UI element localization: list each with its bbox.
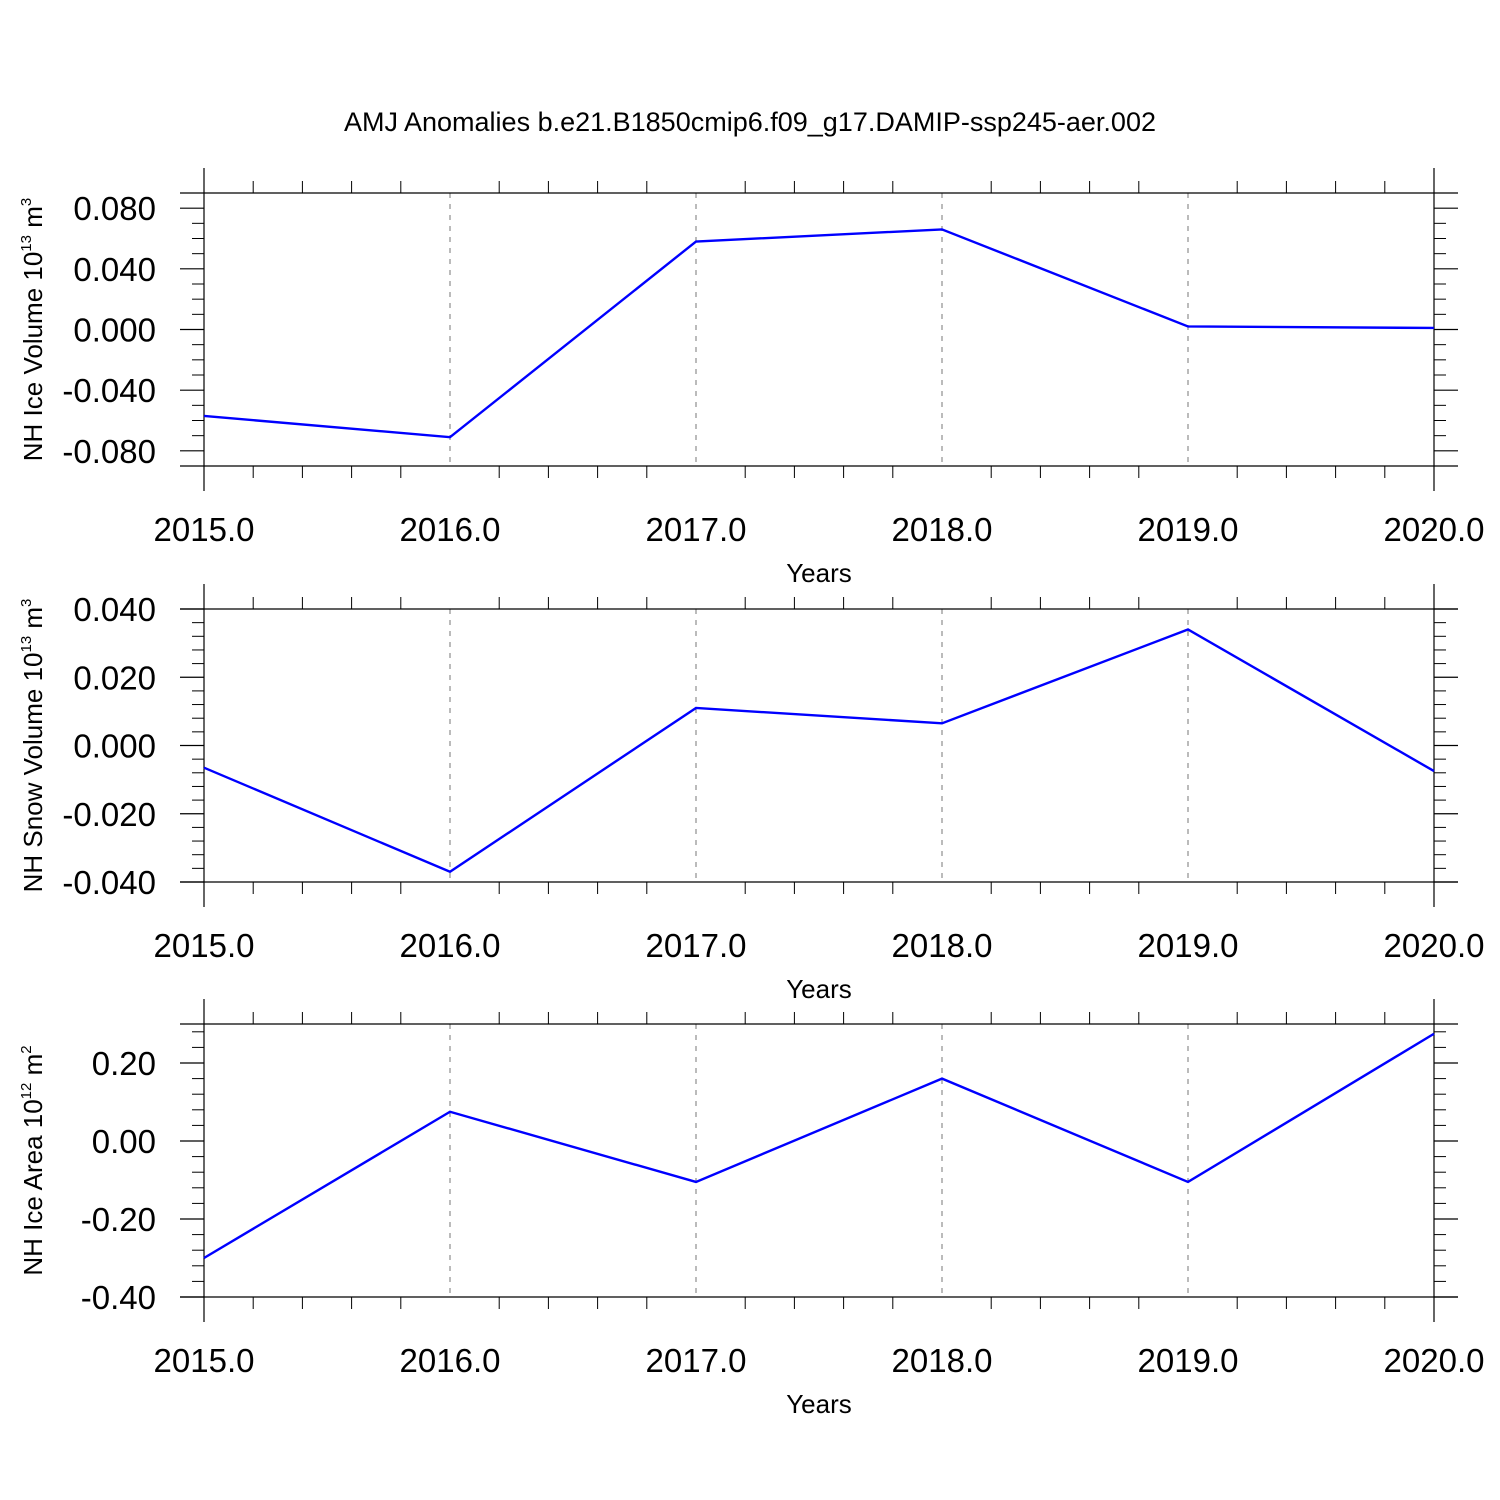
x-tick-label: 2015.0 [154,1342,255,1379]
x-tick-label: 2020.0 [1384,511,1485,548]
y-tick-label: -0.20 [81,1201,156,1238]
x-tick-label: 2020.0 [1384,1342,1485,1379]
x-tick-label: 2016.0 [400,1342,501,1379]
y-tick-label: 0.000 [73,312,156,349]
y-axis-label: NH Snow Volume 1013 m3 [18,599,48,893]
y-tick-label: -0.080 [62,433,156,470]
x-tick-label: 2020.0 [1384,927,1485,964]
y-tick-label: -0.040 [62,372,156,409]
panels: 0.080 0.040 0.000 -0.040 -0.080 2015.0 2016.0 2… [18,168,1484,1419]
y-tick-label: 0.040 [73,591,156,628]
y-axis-label: NH Ice Volume 1013 m3 [18,198,48,461]
x-tick-label: 2018.0 [892,1342,993,1379]
y-tick-label: 0.00 [92,1123,156,1160]
x-tick-label: 2019.0 [1138,511,1239,548]
series-line [203,628,1435,874]
y-tick-label: 0.000 [73,728,156,765]
x-tick-label: 2015.0 [154,927,255,964]
x-tick-label: 2019.0 [1138,1342,1239,1379]
y-tick-label: 0.080 [73,190,156,227]
x-axis-label: Years [786,974,852,1004]
x-axis-label: Years [786,1389,852,1419]
y-tick-label: -0.040 [62,864,156,901]
chart-panel-1: 0.080 0.040 0.000 -0.040 -0.080 2015.0 2016.0 2… [18,168,1484,588]
y-tick-label: 0.020 [73,659,156,696]
y-tick-label: -0.020 [62,796,156,833]
x-tick-label: 2017.0 [646,1342,747,1379]
y-axis-label: NH Ice Area 1012 m2 [18,1045,48,1275]
series-line [203,228,1435,439]
figure-title: AMJ Anomalies b.e21.B1850cmip6.f09_g17.D… [344,107,1156,137]
series-line [203,1032,1435,1260]
x-tick-label: 2019.0 [1138,927,1239,964]
y-tick-label: 0.20 [92,1045,156,1082]
x-tick-label: 2018.0 [892,927,993,964]
y-tick-label: 0.040 [73,251,156,288]
x-tick-label: 2015.0 [154,511,255,548]
x-tick-label: 2016.0 [400,927,501,964]
chart-panel-3: 0.20 0.00 -0.20 -0.40 2015.0 2016.0 2017.0 2018… [18,999,1484,1419]
x-tick-label: 2017.0 [646,927,747,964]
chart-panel-2: 0.040 0.020 0.000 -0.020 -0.040 2015.0 2016.0 2… [18,584,1484,1004]
x-tick-label: 2016.0 [400,511,501,548]
x-tick-label: 2018.0 [892,511,993,548]
x-tick-label: 2017.0 [646,511,747,548]
y-tick-label: -0.40 [81,1279,156,1316]
x-axis-label: Years [786,558,852,588]
